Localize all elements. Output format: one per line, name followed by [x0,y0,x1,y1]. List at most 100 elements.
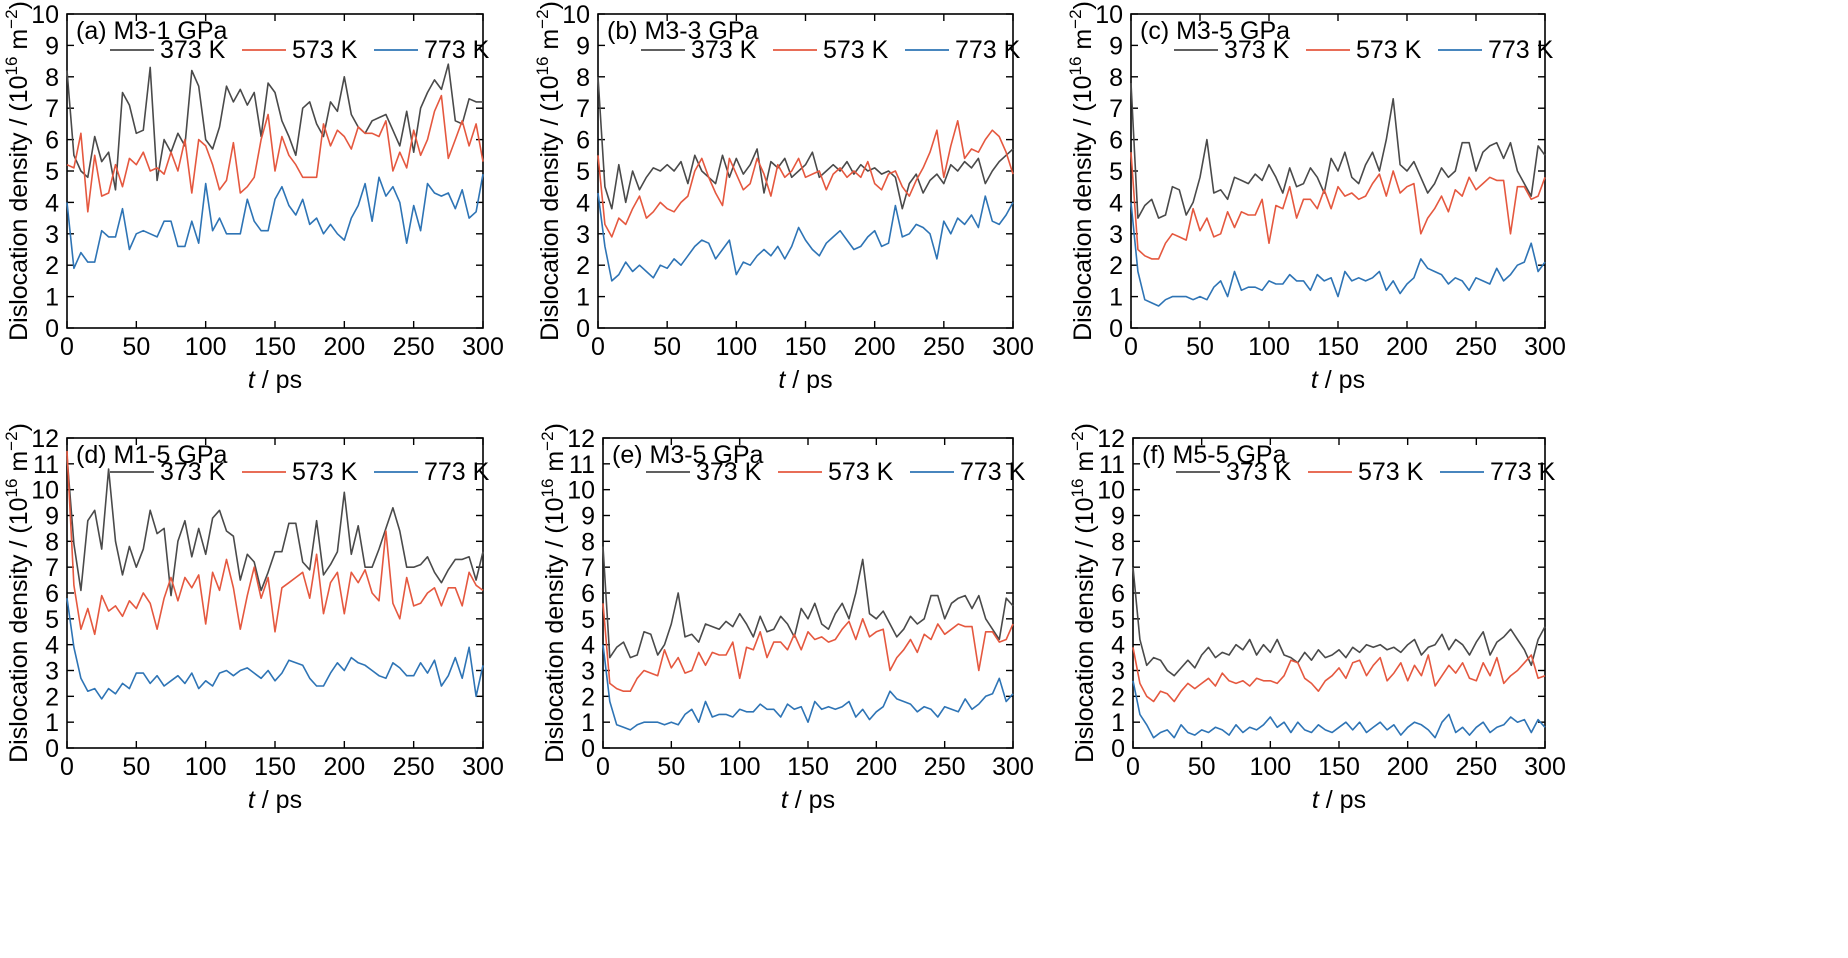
y-tick-label: 6 [576,127,590,155]
x-tick-label: 150 [254,333,296,361]
legend-label: 773 K [960,458,1026,486]
plot-frame [1132,437,1546,749]
x-tick-label: 300 [1524,333,1566,361]
y-tick-label: 7 [1109,95,1123,123]
x-tick-label: 50 [1188,753,1216,781]
y-tick-label: 4 [1109,189,1123,217]
legend-label: 373 K [691,36,757,64]
y-axis-title-unit: m [1069,29,1097,57]
x-axis-title: t / ps [781,786,835,814]
x-axis-title: t / ps [248,786,302,814]
x-tick-label: 150 [1317,333,1359,361]
y-axis-title: Dislocation density / (1016 m−2) [538,423,569,763]
y-tick-label: 2 [1111,683,1125,711]
x-tick-label: 50 [1186,333,1214,361]
y-axis-title-text: Dislocation density / (10 [1069,76,1097,341]
legend-label: 573 K [828,458,894,486]
x-tick-label: 100 [719,753,761,781]
x-axis-title-unit: / ps [785,366,832,394]
x-tick-label: 250 [1455,333,1497,361]
x-tick-label: 0 [60,753,74,781]
legend-label: 773 K [955,36,1021,64]
legend-label: 573 K [292,458,358,486]
y-tick-label: 8 [1109,64,1123,92]
y-axis-title-text: Dislocation density / (10 [1071,498,1099,763]
y-tick-label: 11 [1099,451,1125,479]
y-tick-label: 4 [45,632,59,660]
x-tick-label: 100 [185,333,227,361]
y-axis-title-unit: m [1071,451,1099,479]
y-tick-label: 3 [1111,658,1125,686]
y-tick-label: 6 [45,127,59,155]
x-axis-title: t / ps [778,366,832,394]
y-axis-title: Dislocation density / (1016 m−2) [2,423,33,763]
y-tick-label: 6 [581,580,595,608]
y-tick-label: 2 [576,252,590,280]
y-tick-label: 0 [1111,735,1125,763]
y-tick-label: 11 [569,451,595,479]
x-tick-label: 0 [60,333,74,361]
y-tick-label: 10 [562,1,590,29]
x-tick-label: 200 [855,753,897,781]
y-tick-label: 10 [1095,1,1123,29]
legend-label: 573 K [292,36,358,64]
y-tick-label: 8 [581,528,595,556]
y-tick-label: 4 [581,632,595,660]
y-tick-label: 4 [576,189,590,217]
x-axis-title-var: t [248,786,256,814]
series-line-373k [1132,567,1546,677]
y-tick-label: 3 [45,221,59,249]
x-tick-label: 250 [1455,753,1497,781]
legend-label: 373 K [160,36,226,64]
y-axis-title-text: Dislocation density / (10 [5,498,33,763]
x-tick-label: 200 [323,753,365,781]
y-tick-label: 2 [45,683,59,711]
series-line-773k [602,644,1014,731]
y-tick-label: 3 [1109,221,1123,249]
y-tick-label: 9 [45,32,59,60]
y-axis-title-unit: m [5,29,33,57]
x-tick-label: 200 [1386,333,1428,361]
legend-label: 373 K [1224,36,1290,64]
series-line-773k [597,192,1014,282]
series-line-573k [597,120,1014,238]
y-axis-title: Dislocation density / (1016 m−2) [1066,1,1097,341]
series-line-773k [66,598,484,700]
y-tick-label: 9 [576,32,590,60]
y-tick-label: 3 [576,221,590,249]
series-line-773k [1130,202,1546,307]
y-axis-title-exponent: 16 [538,479,557,498]
x-tick-label: 0 [591,333,605,361]
y-tick-label: 7 [45,554,59,582]
x-axis-title-unit: / ps [1319,786,1366,814]
y-tick-label: 4 [1111,632,1125,660]
panel-title: (f) M5-5 GPa [1142,441,1287,469]
y-tick-label: 9 [581,503,595,531]
y-tick-label: 8 [45,528,59,556]
y-tick-label: 10 [31,477,59,505]
y-tick-label: 1 [1109,284,1123,312]
x-tick-label: 250 [924,753,966,781]
y-axis-title-exponent: 16 [2,479,21,498]
y-tick-label: 7 [1111,554,1125,582]
x-axis-title-var: t [248,366,256,394]
y-tick-label: 6 [1109,127,1123,155]
series-line-573k [602,603,1014,693]
x-axis-title-var: t [778,366,786,394]
y-tick-label: 2 [45,252,59,280]
y-axis-title-close: ) [1069,1,1097,9]
legend-label: 373 K [1226,458,1292,486]
x-axis-title-var: t [1311,366,1319,394]
y-tick-label: 1 [576,284,590,312]
y-tick-label: 5 [1109,158,1123,186]
y-axis-title-exponent: −2 [533,9,552,28]
x-axis-title-unit: / ps [1318,366,1365,394]
y-axis-title-exponent: 16 [2,57,21,76]
y-tick-label: 10 [567,477,595,505]
y-tick-label: 11 [33,451,59,479]
panel-title: (e) M3-5 GPa [612,441,764,469]
legend-label: 773 K [1488,36,1554,64]
x-tick-label: 0 [1126,753,1140,781]
